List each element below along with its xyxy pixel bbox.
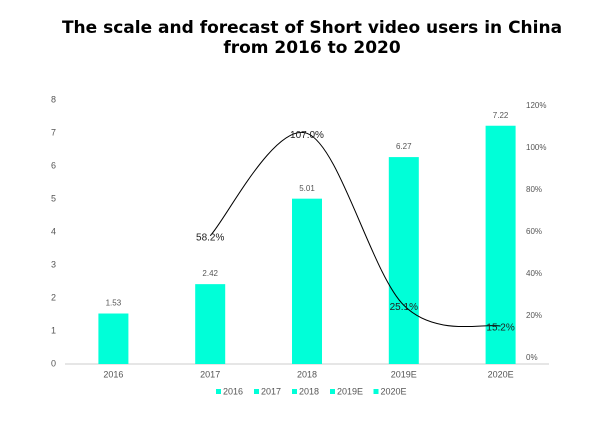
line xyxy=(209,131,501,328)
y-tick-label: 4 xyxy=(51,226,56,236)
y2-tick-label: 60% xyxy=(526,227,542,236)
y-tick-label: 3 xyxy=(51,259,56,269)
bar-value-label: 6.27 xyxy=(396,142,412,151)
x-tick-label: 2018 xyxy=(297,369,317,379)
y-tick-label: 5 xyxy=(51,193,56,203)
x-tick-label: 2016 xyxy=(103,369,123,379)
legend-label: 2016 xyxy=(223,386,243,396)
legend-swatch xyxy=(254,389,259,394)
y-tick-label: 8 xyxy=(51,94,56,104)
y2-tick-label: 0% xyxy=(526,353,538,362)
y2-tick-label: 80% xyxy=(526,185,542,194)
chart-title: from 2016 to 2020 xyxy=(223,38,401,58)
x-tick-label: 2019E xyxy=(391,369,417,379)
legend-swatch xyxy=(216,389,221,394)
y-tick-label: 6 xyxy=(51,160,56,170)
bar xyxy=(98,313,129,364)
bar-value-label: 2.42 xyxy=(202,269,218,278)
line-value-label: 25.1% xyxy=(390,302,418,313)
line-value-label: 107.0% xyxy=(290,130,324,141)
y-tick-label: 1 xyxy=(51,325,56,335)
legend-label: 2019E xyxy=(337,386,363,396)
y2-tick-label: 40% xyxy=(526,269,542,278)
bar-value-label: 5.01 xyxy=(299,184,315,193)
chart-title: The scale and forecast of Short video us… xyxy=(62,18,562,38)
bar xyxy=(195,284,226,364)
bar xyxy=(292,198,322,364)
line-value-label: 15.2% xyxy=(486,323,514,334)
legend-label: 2020E xyxy=(381,386,407,396)
y-tick-label: 7 xyxy=(51,127,56,137)
y2-tick-label: 120% xyxy=(526,101,546,110)
legend-label: 2017 xyxy=(261,386,281,396)
bar xyxy=(485,125,516,365)
line-value-label: 58.2% xyxy=(196,232,224,243)
x-tick-label: 2020E xyxy=(488,369,514,379)
legend-swatch xyxy=(292,389,297,394)
bar xyxy=(388,157,419,364)
y2-tick-label: 20% xyxy=(526,311,542,320)
y2-tick-label: 100% xyxy=(526,143,546,152)
bar-value-label: 1.53 xyxy=(106,299,122,308)
x-tick-label: 2017 xyxy=(200,369,220,379)
legend-swatch xyxy=(330,389,335,394)
y-tick-label: 0 xyxy=(51,358,56,368)
y-tick-label: 2 xyxy=(51,292,56,302)
legend-label: 2018 xyxy=(299,386,319,396)
legend-swatch xyxy=(373,389,379,394)
bar-value-label: 7.22 xyxy=(493,111,509,120)
